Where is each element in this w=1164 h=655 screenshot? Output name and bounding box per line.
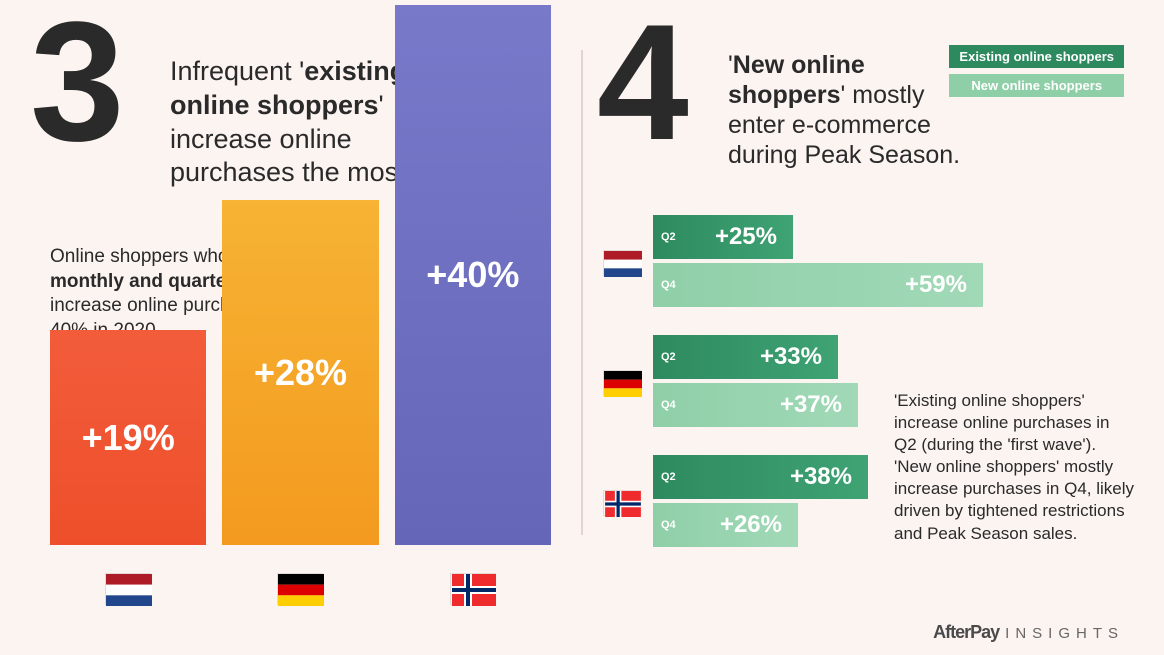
- flag-de-icon: [277, 573, 323, 605]
- bar-value: +37%: [780, 391, 842, 419]
- brand-sub: INSIGHTS: [1005, 625, 1124, 642]
- flag-de-icon: [603, 370, 641, 396]
- flag-no-icon: [603, 490, 641, 516]
- bar: +40%: [395, 5, 551, 545]
- panel-4: 4 'New online shoppers' mostly enter e-c…: [603, 20, 1124, 615]
- quarter-label: Q4: [661, 519, 676, 531]
- quarter-label: Q2: [661, 471, 676, 483]
- flag-nl-icon: [603, 250, 641, 276]
- hbar: Q4 +59%: [653, 263, 983, 307]
- bar-value: +33%: [760, 343, 822, 371]
- hbar: Q2 +33%: [653, 335, 838, 379]
- flag-no-icon: [450, 573, 496, 605]
- hbar: Q4 +37%: [653, 383, 858, 427]
- brand-name: AfterPay: [933, 622, 999, 642]
- quarter-label: Q2: [661, 231, 676, 243]
- quarter-label: Q4: [661, 399, 676, 411]
- bar: +28%: [222, 200, 378, 545]
- hbar: Q4 +26%: [653, 503, 798, 547]
- flag-nl-icon: [105, 573, 151, 605]
- brand-logo: AfterPay INSIGHTS: [933, 622, 1124, 643]
- panel-4-headline: 'New online shoppers' mostly enter e-com…: [728, 50, 968, 170]
- bar-value: +59%: [905, 271, 967, 299]
- panel-4-number: 4: [597, 12, 681, 152]
- legend-item: Existing online shoppers: [949, 45, 1124, 68]
- bar: +19%: [50, 330, 206, 545]
- panel-3-bar-chart: +19%+28%+40%: [50, 5, 551, 545]
- country-row: Q2 +25% Q4 +59%: [603, 215, 1124, 311]
- bar-value: +25%: [715, 223, 777, 251]
- panel-divider: [581, 50, 583, 535]
- bar-value: +26%: [720, 511, 782, 539]
- hbar: Q2 +38%: [653, 455, 868, 499]
- legend: Existing online shoppers New online shopp…: [949, 45, 1124, 97]
- panel-3-flag-row: [50, 573, 551, 605]
- panel-4-paragraph: 'Existing online shoppers' increase onli…: [894, 390, 1134, 545]
- quarter-label: Q2: [661, 351, 676, 363]
- panel-3: 3 Infrequent 'existing online shoppers' …: [40, 20, 561, 615]
- hbar: Q2 +25%: [653, 215, 793, 259]
- quarter-label: Q4: [661, 279, 676, 291]
- legend-item: New online shoppers: [949, 74, 1124, 97]
- bar-value: +38%: [790, 463, 852, 491]
